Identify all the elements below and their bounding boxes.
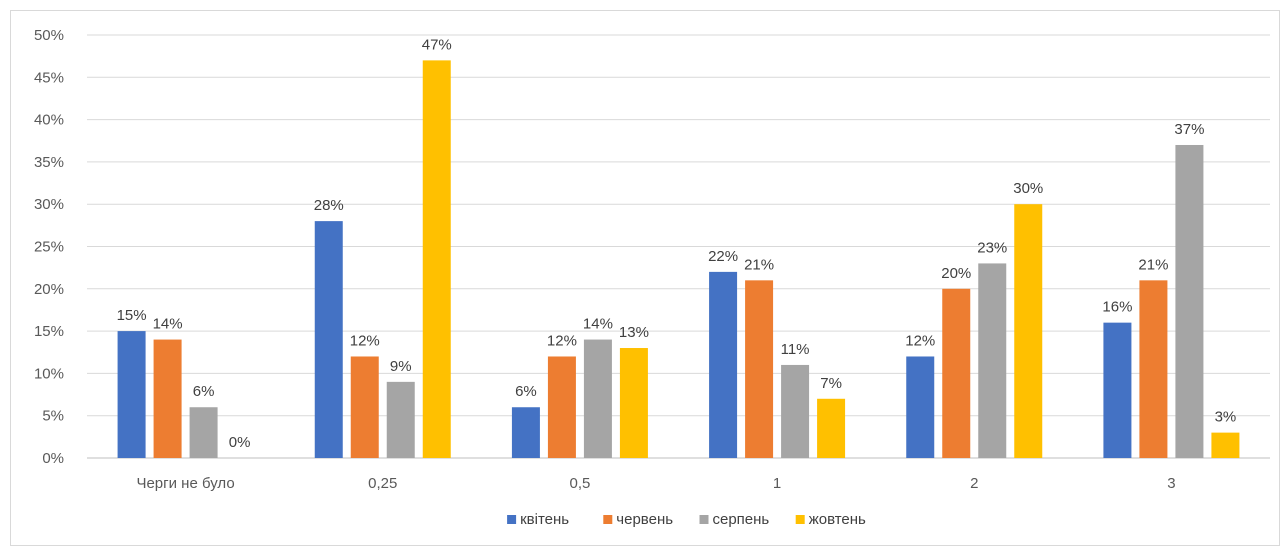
- category-label: Черги не було: [136, 475, 234, 492]
- bar-квітень: [709, 271, 738, 458]
- bar-червень: [350, 356, 379, 458]
- y-tick-label: 25%: [34, 239, 64, 256]
- bar-серпень: [386, 381, 415, 458]
- data-label: 20%: [941, 265, 971, 282]
- data-label: 14%: [583, 316, 613, 333]
- bar-квітень: [314, 221, 343, 458]
- legend-label: квітень: [520, 511, 569, 528]
- legend-swatch-квітень: [507, 515, 517, 524]
- data-label: 12%: [905, 332, 935, 349]
- data-label: 30%: [1013, 180, 1043, 197]
- bar-серпень: [978, 263, 1007, 458]
- data-label: 16%: [1102, 299, 1132, 316]
- legend-swatch-жовтень: [795, 515, 805, 524]
- data-label: 6%: [515, 383, 537, 400]
- bar-квітень: [1103, 322, 1132, 458]
- bar-квітень: [117, 331, 146, 458]
- category-label: 0,25: [368, 475, 397, 492]
- bar-жовтень: [817, 398, 846, 458]
- data-label: 47%: [422, 36, 452, 53]
- category-label: 3: [1167, 475, 1175, 492]
- data-label: 23%: [977, 239, 1007, 256]
- y-tick-label: 20%: [34, 281, 64, 298]
- bar-жовтень: [422, 60, 451, 458]
- data-label: 0%: [229, 434, 251, 451]
- data-label: 13%: [619, 324, 649, 341]
- bar-червень: [153, 339, 182, 458]
- category-label: 2: [970, 475, 978, 492]
- y-tick-label: 30%: [34, 196, 64, 213]
- data-label: 28%: [314, 197, 344, 214]
- category-label: 1: [773, 475, 781, 492]
- data-label: 9%: [390, 358, 412, 375]
- category-label: 0,5: [569, 475, 590, 492]
- data-label: 21%: [744, 256, 774, 273]
- bar-жовтень: [1014, 204, 1043, 458]
- bar-серпень: [1175, 144, 1204, 459]
- data-label: 22%: [708, 248, 738, 265]
- bar-серпень: [189, 407, 218, 458]
- legend-label: серпень: [713, 511, 770, 528]
- legend-label: жовтень: [809, 511, 866, 528]
- y-tick-label: 45%: [34, 69, 64, 86]
- data-label: 7%: [820, 375, 842, 392]
- bar-серпень: [781, 364, 810, 458]
- y-tick-label: 0%: [42, 450, 64, 467]
- data-label: 14%: [153, 316, 183, 333]
- bar-квітень: [511, 407, 540, 458]
- data-label: 6%: [193, 383, 215, 400]
- data-label: 3%: [1215, 409, 1237, 426]
- bar-червень: [547, 356, 576, 458]
- data-label: 11%: [781, 341, 810, 358]
- y-tick-label: 5%: [42, 408, 64, 425]
- y-tick-label: 50%: [34, 27, 64, 44]
- data-label: 15%: [117, 307, 147, 324]
- bar-жовтень: [1211, 432, 1240, 458]
- bar-квітень: [906, 356, 935, 458]
- data-label: 21%: [1138, 256, 1168, 273]
- legend-swatch-серпень: [699, 515, 709, 524]
- y-tick-label: 35%: [34, 154, 64, 171]
- bar-жовтень: [619, 348, 648, 458]
- bar-серпень: [583, 339, 612, 458]
- bar-червень: [1139, 280, 1168, 458]
- y-tick-label: 40%: [34, 112, 64, 129]
- legend-label: червень: [616, 511, 673, 528]
- data-label: 37%: [1174, 121, 1204, 138]
- data-label: 12%: [350, 332, 380, 349]
- legend-swatch-червень: [603, 515, 613, 524]
- bar-червень: [745, 280, 774, 458]
- data-label: 12%: [547, 332, 577, 349]
- bar-червень: [942, 288, 971, 458]
- y-tick-label: 10%: [34, 365, 64, 382]
- y-tick-label: 15%: [34, 323, 64, 340]
